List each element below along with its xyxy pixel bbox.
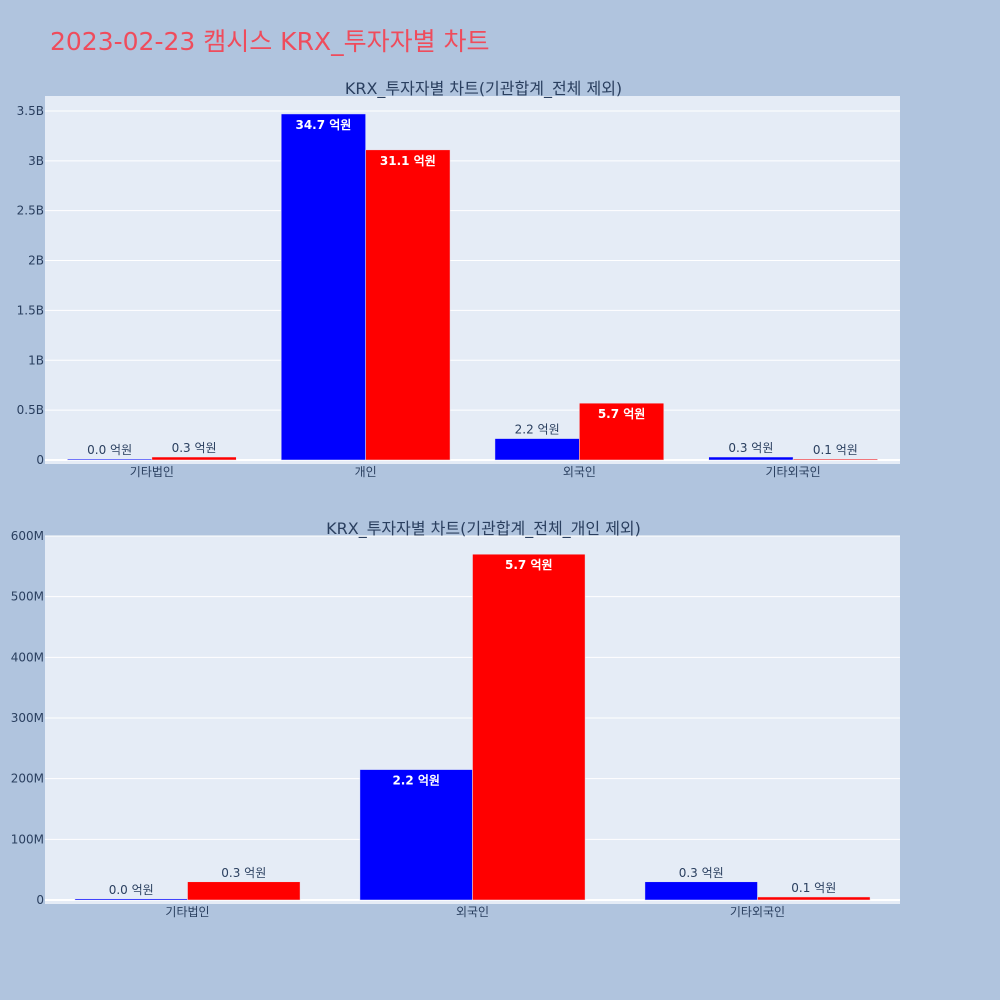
y-tick-label: 0 bbox=[36, 453, 44, 467]
y-tick-label: 300M bbox=[11, 711, 44, 725]
bar bbox=[187, 881, 301, 901]
bar bbox=[365, 149, 451, 461]
y-tick-label: 1.5B bbox=[17, 303, 44, 317]
y-tick-label: 400M bbox=[11, 650, 44, 664]
bar-data-label: 2.2 억원 bbox=[515, 423, 560, 437]
x-tick-label: 개인 bbox=[355, 465, 377, 479]
x-tick-label: 기타법인 bbox=[130, 465, 174, 479]
x-tick-label: 기타외국인 bbox=[766, 465, 821, 479]
bar bbox=[644, 881, 758, 901]
y-tick-label: 2.5B bbox=[17, 204, 44, 218]
bar bbox=[757, 896, 871, 901]
bar-data-label: 2.2 억원 bbox=[392, 774, 440, 788]
x-tick-label: 기타외국인 bbox=[730, 905, 785, 919]
bar-chart-bottom: 0 100M 200M 300M 400M 500M 600M KRX_투자자별 차트(기관합… bbox=[11, 519, 900, 919]
bar-data-label: 0.3 억원 bbox=[221, 866, 266, 880]
chart-title: KRX_투자자별 차트(기관합계_전체 제외) bbox=[345, 79, 622, 99]
bar-data-label: 0.0 억원 bbox=[109, 883, 154, 897]
bar-data-label: 0.1 억원 bbox=[791, 881, 836, 895]
y-tick-label: 3B bbox=[28, 154, 44, 168]
bar-data-label: 5.7 억원 bbox=[505, 558, 553, 572]
bar bbox=[74, 898, 188, 901]
y-tick-label: 200M bbox=[11, 772, 44, 786]
x-tick-label: 외국인 bbox=[456, 905, 489, 919]
bar-data-label: 0.3 억원 bbox=[728, 441, 773, 455]
bar-data-label: 0.1 억원 bbox=[813, 443, 858, 457]
y-tick-label: 1B bbox=[28, 353, 44, 367]
bar bbox=[280, 113, 366, 461]
bar bbox=[359, 769, 473, 901]
y-tick-label: 0.5B bbox=[17, 403, 44, 417]
y-tick-label: 600M bbox=[11, 529, 44, 543]
y-tick-label: 100M bbox=[11, 832, 44, 846]
chart-title: KRX_투자자별 차트(기관합계_전체_개인 제외) bbox=[326, 519, 641, 539]
bar-data-label: 0.3 억원 bbox=[679, 866, 724, 880]
y-tick-label: 3.5B bbox=[17, 104, 44, 118]
bar bbox=[792, 458, 878, 461]
plot-area bbox=[45, 96, 900, 464]
bar-data-label: 34.7 억원 bbox=[295, 118, 351, 132]
x-tick-label: 외국인 bbox=[563, 465, 596, 479]
y-tick-label: 500M bbox=[11, 590, 44, 604]
y-tick-label: 0 bbox=[36, 893, 44, 907]
bar-data-label: 5.7 억원 bbox=[598, 407, 646, 421]
y-tick-label: 2B bbox=[28, 254, 44, 268]
bar bbox=[67, 458, 153, 461]
bar-data-label: 31.1 억원 bbox=[380, 154, 436, 168]
bar bbox=[472, 553, 586, 901]
bar bbox=[579, 402, 665, 461]
bar-data-label: 0.3 억원 bbox=[172, 441, 217, 455]
bar bbox=[494, 438, 580, 461]
bar bbox=[151, 456, 237, 461]
x-tick-label: 기타법인 bbox=[165, 905, 209, 919]
page-title: 2023-02-23 캠시스 KRX_투자자별 차트 bbox=[50, 27, 490, 56]
bar-data-label: 0.0 억원 bbox=[87, 443, 132, 457]
bar-chart-top: 0 0.5B 1B 1.5B 2B 2.5B 3B 3.5B KRX_투자자별 차트(기관합계_… bbox=[17, 79, 900, 479]
bar bbox=[708, 456, 794, 461]
